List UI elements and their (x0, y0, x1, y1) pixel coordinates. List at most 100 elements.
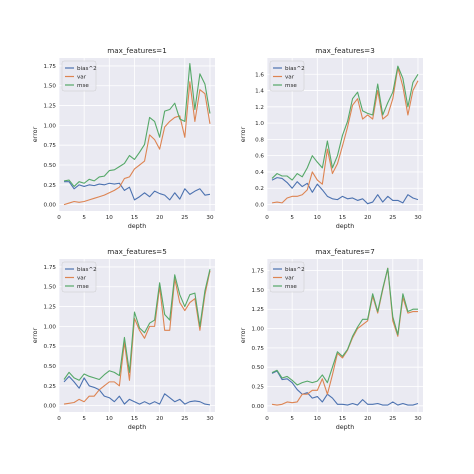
x-tick-label: 0 (265, 416, 269, 422)
y-tick-label: 1.2 (255, 105, 264, 111)
chart-title: max_features=3 (315, 46, 375, 55)
y-axis-label: error (239, 126, 247, 142)
y-tick-label: 0.25 (44, 384, 57, 390)
y-tick-label: 0.50 (44, 364, 57, 370)
legend-label: bias^2 (285, 66, 305, 72)
y-tick-label: 0.00 (44, 404, 57, 410)
x-tick-label: 5 (82, 215, 86, 221)
y-tick-label: 0.0 (255, 202, 264, 208)
y-tick-label: 1.50 (44, 84, 57, 90)
y-tick-label: 0.50 (252, 365, 265, 371)
x-tick-label: 15 (131, 416, 139, 422)
series-line-mse (63, 269, 211, 381)
x-tick-label: 25 (181, 416, 189, 422)
x-tick-label: 10 (314, 416, 322, 422)
y-tick-label: 1.00 (44, 324, 57, 330)
y-tick-label: 0.75 (44, 344, 57, 350)
y-tick-label: 0.75 (252, 346, 265, 352)
legend-label: var (77, 276, 87, 282)
legend: bias^2 var mse (61, 60, 97, 92)
y-tick-label: 1.75 (44, 64, 57, 70)
series-line-bias2 (64, 181, 211, 201)
y-tick-label: 0.75 (44, 143, 57, 149)
legend: bias^2 var mse (61, 261, 97, 293)
x-tick-label: 30 (206, 416, 214, 422)
legend: bias^2 var mse (269, 261, 305, 293)
x-tick-label: 30 (414, 215, 422, 221)
x-tick-label: 25 (181, 215, 189, 221)
chart-panel-2: 0 5 10 15 20 25 30 0.0 0.2 0.4 0.6 0.8 1.0 1.2 1.4 1.6 m… (239, 46, 423, 230)
legend-label: mse (77, 83, 89, 89)
y-tick-label: 1.25 (44, 104, 57, 110)
y-tick-label: 0.6 (255, 154, 264, 160)
chart-title: max_features=7 (315, 247, 375, 256)
y-tick-label: 0.4 (255, 170, 264, 176)
y-tick-label: 0.25 (44, 183, 57, 189)
y-axis-label: error (31, 327, 39, 343)
x-axis-label: depth (336, 222, 355, 230)
x-tick-label: 20 (156, 215, 164, 221)
y-tick-label: 1.50 (44, 285, 57, 291)
series-line-var (63, 81, 211, 206)
x-tick-label: 5 (82, 416, 86, 422)
legend-label: mse (285, 83, 297, 89)
x-tick-label: 10 (106, 416, 114, 422)
legend-label: var (285, 276, 295, 282)
legend-label: mse (285, 284, 297, 290)
y-tick-label: 1.00 (252, 327, 265, 333)
y-tick-label: 0.00 (252, 404, 265, 410)
y-tick-label: 1.6 (255, 72, 264, 78)
x-tick-label: 10 (314, 215, 322, 221)
x-tick-label: 15 (131, 215, 139, 221)
y-axis-label: error (239, 327, 247, 343)
y-tick-label: 0.2 (255, 186, 264, 192)
series-line-bias2 (271, 177, 419, 205)
legend-label: var (77, 75, 87, 81)
x-tick-label: 0 (265, 215, 269, 221)
y-tick-label: 0.50 (44, 163, 57, 169)
x-tick-label: 30 (206, 215, 214, 221)
y-tick-label: 0.00 (44, 203, 57, 209)
legend-label: mse (77, 284, 89, 290)
x-tick-label: 5 (290, 215, 294, 221)
chart-panel-3: 0 5 10 15 20 25 30 0.00 0.25 0.50 0.75 1.00 1.25 1.50… (31, 247, 215, 431)
x-tick-label: 10 (106, 215, 114, 221)
y-tick-label: 1.4 (255, 89, 264, 95)
series-line-mse (63, 62, 211, 187)
y-tick-label: 0.8 (255, 137, 264, 143)
series-line-bias2 (271, 370, 419, 406)
y-tick-label: 1.00 (44, 123, 57, 129)
y-axis-label: error (31, 126, 39, 142)
x-tick-label: 15 (339, 215, 347, 221)
x-tick-label: 0 (57, 215, 61, 221)
y-tick-label: 1.50 (252, 288, 265, 294)
y-tick-label: 0.25 (252, 385, 265, 391)
x-axis-label: depth (336, 423, 355, 431)
x-tick-label: 15 (339, 416, 347, 422)
x-tick-label: 20 (156, 416, 164, 422)
y-tick-label: 1.75 (44, 265, 57, 271)
series-line-bias2 (63, 375, 211, 406)
legend-label: bias^2 (77, 267, 97, 273)
legend-label: var (285, 75, 295, 81)
series-line-mse (271, 65, 419, 181)
y-tick-label: 1.75 (252, 269, 265, 275)
x-tick-label: 25 (389, 416, 397, 422)
x-tick-label: 0 (57, 416, 61, 422)
chart-title: max_features=1 (107, 46, 167, 55)
x-tick-label: 20 (364, 215, 372, 221)
y-tick-label: 1.25 (252, 307, 265, 313)
y-tick-label: 1.25 (44, 305, 57, 311)
chart-panel-4: 0 5 10 15 20 25 30 0.00 0.25 0.50 0.75 1.00 1.25 1.50… (239, 247, 423, 431)
x-tick-label: 20 (364, 416, 372, 422)
series-line-var (271, 67, 419, 204)
series-line-var (271, 267, 418, 406)
legend-label: bias^2 (77, 66, 97, 72)
x-axis-label: depth (128, 222, 147, 230)
legend: bias^2 var mse (269, 60, 305, 92)
y-tick-label: 1.0 (255, 121, 264, 127)
series-line-var (63, 270, 211, 405)
x-tick-label: 5 (290, 416, 294, 422)
chart-title: max_features=5 (107, 247, 167, 256)
